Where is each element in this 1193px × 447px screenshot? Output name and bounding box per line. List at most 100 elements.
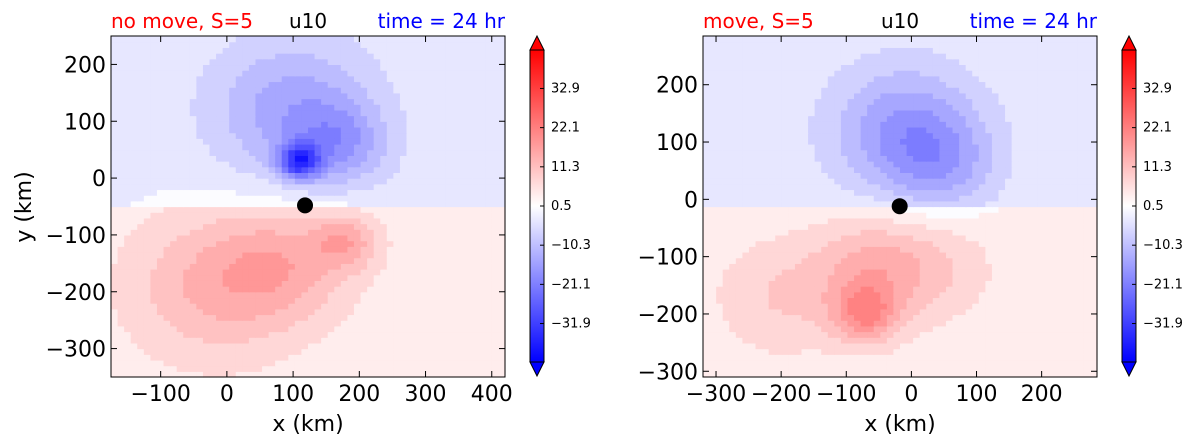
field-cell xyxy=(150,92,158,100)
field-cell xyxy=(117,109,125,117)
field-cell xyxy=(445,325,454,333)
field-cell xyxy=(314,81,322,88)
field-cell xyxy=(840,291,849,299)
field-cell xyxy=(703,331,711,338)
field-cell xyxy=(216,206,224,213)
field-cell xyxy=(163,178,171,185)
field-cell xyxy=(432,183,440,191)
field-cell xyxy=(340,92,348,100)
field-cell xyxy=(255,81,263,88)
field-cell xyxy=(1044,371,1052,378)
field-cell xyxy=(386,331,394,338)
field-cell xyxy=(1077,291,1085,299)
field-cell xyxy=(808,359,816,367)
field-cell xyxy=(926,320,934,327)
field-cell xyxy=(176,240,184,247)
field-cell xyxy=(452,92,460,100)
field-cell xyxy=(294,36,303,43)
field-cell xyxy=(163,143,171,151)
field-cell xyxy=(821,303,829,310)
field-cell xyxy=(880,291,888,299)
field-cell xyxy=(959,263,967,270)
field-cell xyxy=(281,337,289,344)
field-cell xyxy=(216,178,224,185)
field-cell xyxy=(478,36,486,43)
field-cell xyxy=(143,138,151,145)
field-cell xyxy=(301,81,309,88)
field-cell xyxy=(183,348,191,355)
field-cell xyxy=(426,58,434,66)
field-cell xyxy=(748,325,757,333)
field-cell xyxy=(972,331,980,338)
field-cell xyxy=(360,297,368,304)
field-cell xyxy=(432,263,440,270)
field-cell xyxy=(794,337,803,344)
field-cell xyxy=(321,325,329,333)
field-cell xyxy=(452,172,460,179)
field-cell xyxy=(748,286,757,293)
field-cell xyxy=(170,217,178,225)
field-cell xyxy=(413,172,421,179)
field-cell xyxy=(202,257,211,264)
field-cell xyxy=(445,359,454,367)
field-cell xyxy=(117,36,125,43)
field-cell xyxy=(229,87,237,94)
field-cell xyxy=(854,269,862,276)
field-cell xyxy=(426,172,434,179)
field-cell xyxy=(255,274,263,281)
field-cell xyxy=(794,257,803,264)
field-cell xyxy=(985,280,993,287)
field-cell xyxy=(978,303,986,310)
field-cell xyxy=(426,212,434,219)
field-cell xyxy=(386,121,394,128)
field-cell xyxy=(742,354,750,361)
field-cell xyxy=(124,314,132,321)
field-cell xyxy=(137,331,145,338)
field-cell xyxy=(301,348,309,355)
field-cell xyxy=(183,234,191,242)
field-cell xyxy=(137,269,145,276)
field-cell xyxy=(1031,269,1039,276)
field-cell xyxy=(1057,365,1065,372)
field-cell xyxy=(301,286,309,293)
field-cell xyxy=(742,331,750,338)
field-cell xyxy=(426,166,434,173)
field-cell xyxy=(406,64,414,71)
field-cell xyxy=(485,234,493,242)
field-cell xyxy=(340,280,348,287)
field-cell xyxy=(413,166,421,173)
field-cell xyxy=(281,172,289,179)
field-cell xyxy=(729,246,737,253)
field-cell xyxy=(972,365,980,372)
field-cell xyxy=(130,75,138,83)
field-cell xyxy=(491,155,500,162)
field-cell xyxy=(985,354,993,361)
field-cell xyxy=(196,132,204,139)
field-cell xyxy=(419,206,427,213)
field-cell xyxy=(406,98,414,105)
field-cell xyxy=(709,251,717,259)
field-cell xyxy=(170,263,178,270)
field-cell xyxy=(235,132,243,139)
field-cell xyxy=(163,166,171,173)
field-cell xyxy=(143,87,151,94)
field-cell xyxy=(242,342,250,350)
field-cell xyxy=(1018,308,1026,316)
field-cell xyxy=(183,92,191,100)
field-cell xyxy=(281,280,289,287)
field-cell xyxy=(353,342,362,350)
field-cell xyxy=(459,115,467,122)
field-cell xyxy=(472,143,480,151)
field-cell xyxy=(748,291,757,299)
field-cell xyxy=(393,98,401,105)
field-cell xyxy=(406,104,414,111)
field-cell xyxy=(814,359,822,367)
field-cell xyxy=(327,234,335,242)
field-cell xyxy=(176,308,184,316)
field-cell xyxy=(748,331,757,338)
field-cell xyxy=(202,308,211,316)
field-cell xyxy=(854,325,862,333)
field-cell xyxy=(340,269,348,276)
field-cell xyxy=(939,303,947,310)
field-cell xyxy=(321,263,329,270)
